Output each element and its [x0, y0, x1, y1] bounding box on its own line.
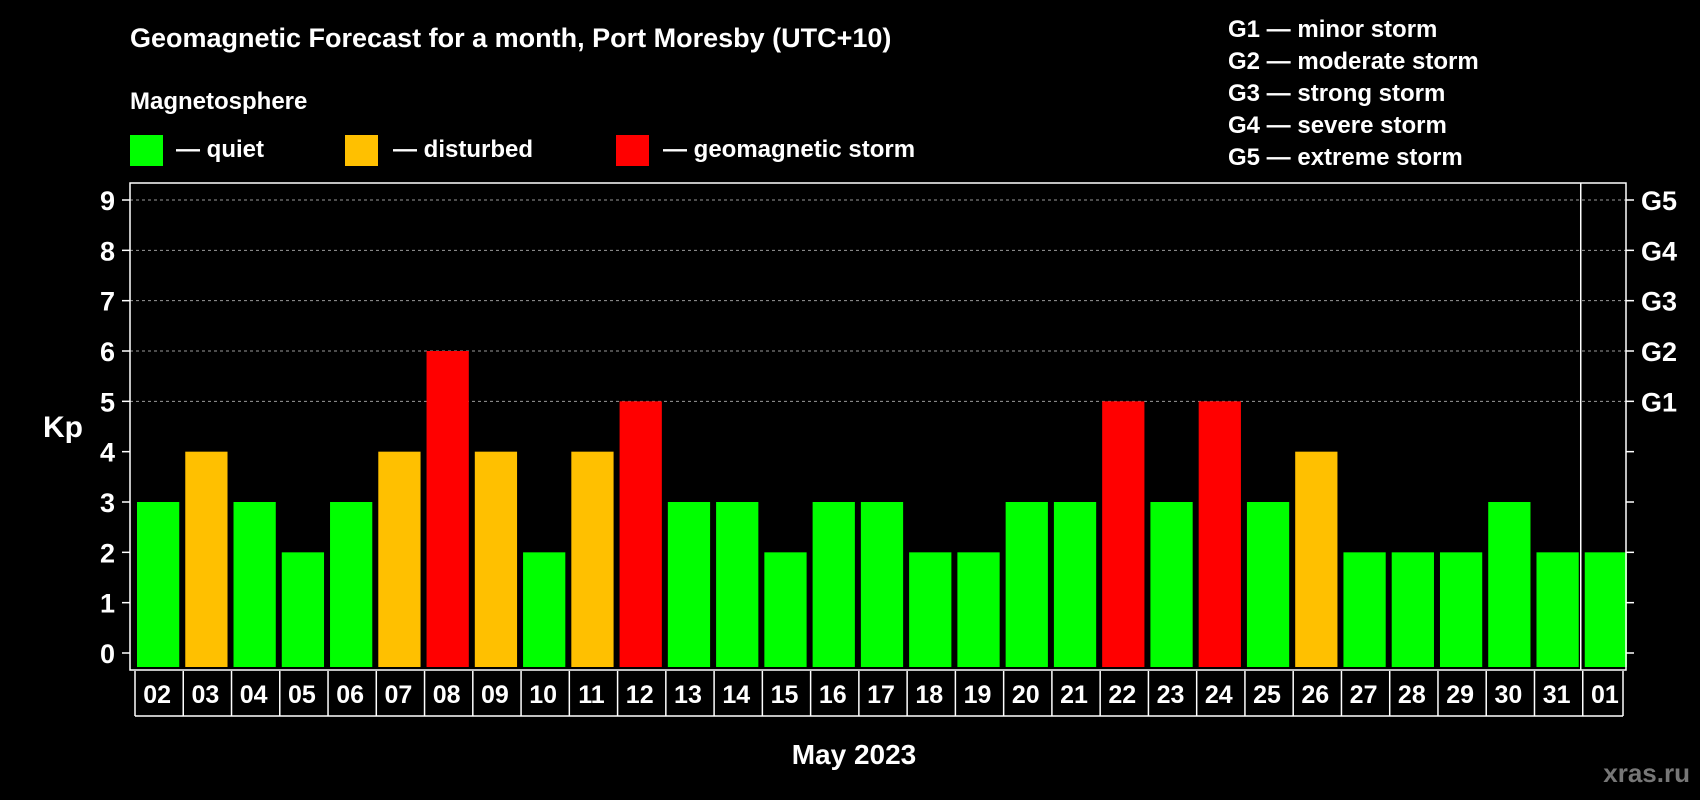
x-tick-label: 08	[433, 681, 461, 709]
storm-key-g2: G2 — moderate storm	[1228, 48, 1479, 75]
bar-10	[523, 552, 566, 667]
bar-28	[1391, 552, 1434, 667]
bar-27	[1343, 552, 1386, 667]
x-tick-label: 29	[1446, 681, 1474, 709]
x-tick-label: 14	[722, 681, 750, 709]
x-tick-label: 25	[1253, 681, 1281, 709]
storm-level-label-g5: G5	[1641, 186, 1677, 216]
x-tick-label: 19	[964, 681, 992, 709]
bar-29	[1439, 552, 1483, 667]
bar-16	[812, 502, 855, 667]
y-tick-label: 2	[100, 538, 115, 568]
x-tick-label: 12	[626, 681, 654, 709]
bar-07	[378, 451, 421, 667]
bar-14	[716, 502, 759, 667]
x-tick-label: 06	[336, 681, 364, 709]
x-tick-label: 03	[191, 681, 219, 709]
x-axis-label: May 2023	[792, 739, 917, 770]
chart-subtitle: Magnetosphere	[130, 88, 307, 115]
y-tick-label: 7	[100, 287, 115, 317]
x-tick-label: 16	[819, 681, 847, 709]
x-tick-label: 22	[1108, 681, 1136, 709]
bar-20	[1005, 502, 1048, 667]
y-axis-label: Kp	[43, 411, 83, 444]
bar-15	[764, 552, 807, 667]
x-tick-label: 13	[674, 681, 702, 709]
legend-label-storm: — geomagnetic storm	[663, 136, 915, 163]
y-tick-label: 0	[100, 639, 115, 669]
bar-25	[1246, 502, 1290, 667]
bars	[137, 351, 1627, 667]
x-tick-label: 20	[1012, 681, 1040, 709]
storm-level-label-g4: G4	[1641, 236, 1677, 266]
x-tick-label: 05	[288, 681, 316, 709]
bar-19	[957, 552, 1000, 667]
bar-23	[1150, 502, 1193, 667]
bar-30	[1488, 502, 1531, 667]
x-tick-label: 15	[771, 681, 799, 709]
storm-key-g4: G4 — severe storm	[1228, 112, 1447, 139]
x-tick-label: 04	[240, 681, 268, 709]
x-tick-label: 24	[1205, 681, 1233, 709]
x-tick-label: 07	[385, 681, 413, 709]
bar-18	[909, 552, 952, 667]
storm-key-g1: G1 — minor storm	[1228, 16, 1437, 43]
x-tick-label: 09	[481, 681, 509, 709]
storm-level-label-g2: G2	[1641, 337, 1677, 367]
x-tick-label: 30	[1494, 681, 1522, 709]
bar-31	[1536, 552, 1579, 667]
storm-key-g5: G5 — extreme storm	[1228, 144, 1463, 171]
bar-26	[1295, 451, 1338, 667]
x-tick-label: 23	[1157, 681, 1185, 709]
legend-swatch-quiet	[130, 135, 163, 166]
plot-frame	[129, 182, 1627, 671]
legend-swatch-disturbed	[345, 135, 378, 166]
legend-label-disturbed: — disturbed	[393, 136, 533, 163]
bar-17	[860, 502, 904, 667]
bar-08	[426, 351, 469, 667]
watermark: xras.ru	[1603, 758, 1690, 788]
legend-swatch-storm	[616, 135, 649, 166]
bar-03	[185, 451, 228, 667]
bar-04	[233, 502, 276, 667]
x-tick-label: 17	[867, 681, 895, 709]
x-tick-label: 02	[143, 681, 171, 709]
x-tick-label: 28	[1398, 681, 1426, 709]
storm-key-g3: G3 — strong storm	[1228, 80, 1445, 107]
grid-lines	[130, 199, 1626, 402]
x-tick-label: 31	[1543, 681, 1571, 709]
x-tick-label: 21	[1060, 681, 1088, 709]
bar-21	[1053, 502, 1097, 667]
y-tick-label: 6	[100, 337, 115, 367]
bar-11	[571, 451, 614, 667]
x-tick-label: 11	[578, 681, 605, 709]
bar-09	[474, 451, 518, 667]
bar-24	[1198, 401, 1241, 667]
y-tick-label: 4	[100, 438, 115, 468]
bar-06	[330, 502, 373, 667]
x-tick-label: 10	[529, 681, 557, 709]
y-tick-label: 8	[100, 236, 115, 266]
bar-05	[281, 552, 325, 667]
x-tick-label: 01	[1591, 681, 1619, 709]
storm-level-label-g1: G1	[1641, 387, 1677, 417]
bar-01	[1584, 552, 1627, 667]
y-tick-label: 5	[100, 387, 115, 417]
bar-02	[137, 502, 180, 667]
bar-12	[619, 401, 662, 667]
x-tick-label: 27	[1350, 681, 1378, 709]
y-tick-label: 1	[100, 589, 115, 619]
x-tick-label: 26	[1301, 681, 1329, 709]
legend-label-quiet: — quiet	[176, 136, 264, 163]
bar-22	[1102, 401, 1145, 667]
y-tick-label: 9	[100, 186, 115, 216]
chart-title: Geomagnetic Forecast for a month, Port M…	[130, 23, 891, 53]
x-tick-label: 18	[915, 681, 943, 709]
y-tick-label: 3	[100, 488, 115, 518]
bar-13	[667, 502, 711, 667]
storm-level-label-g3: G3	[1641, 287, 1677, 317]
